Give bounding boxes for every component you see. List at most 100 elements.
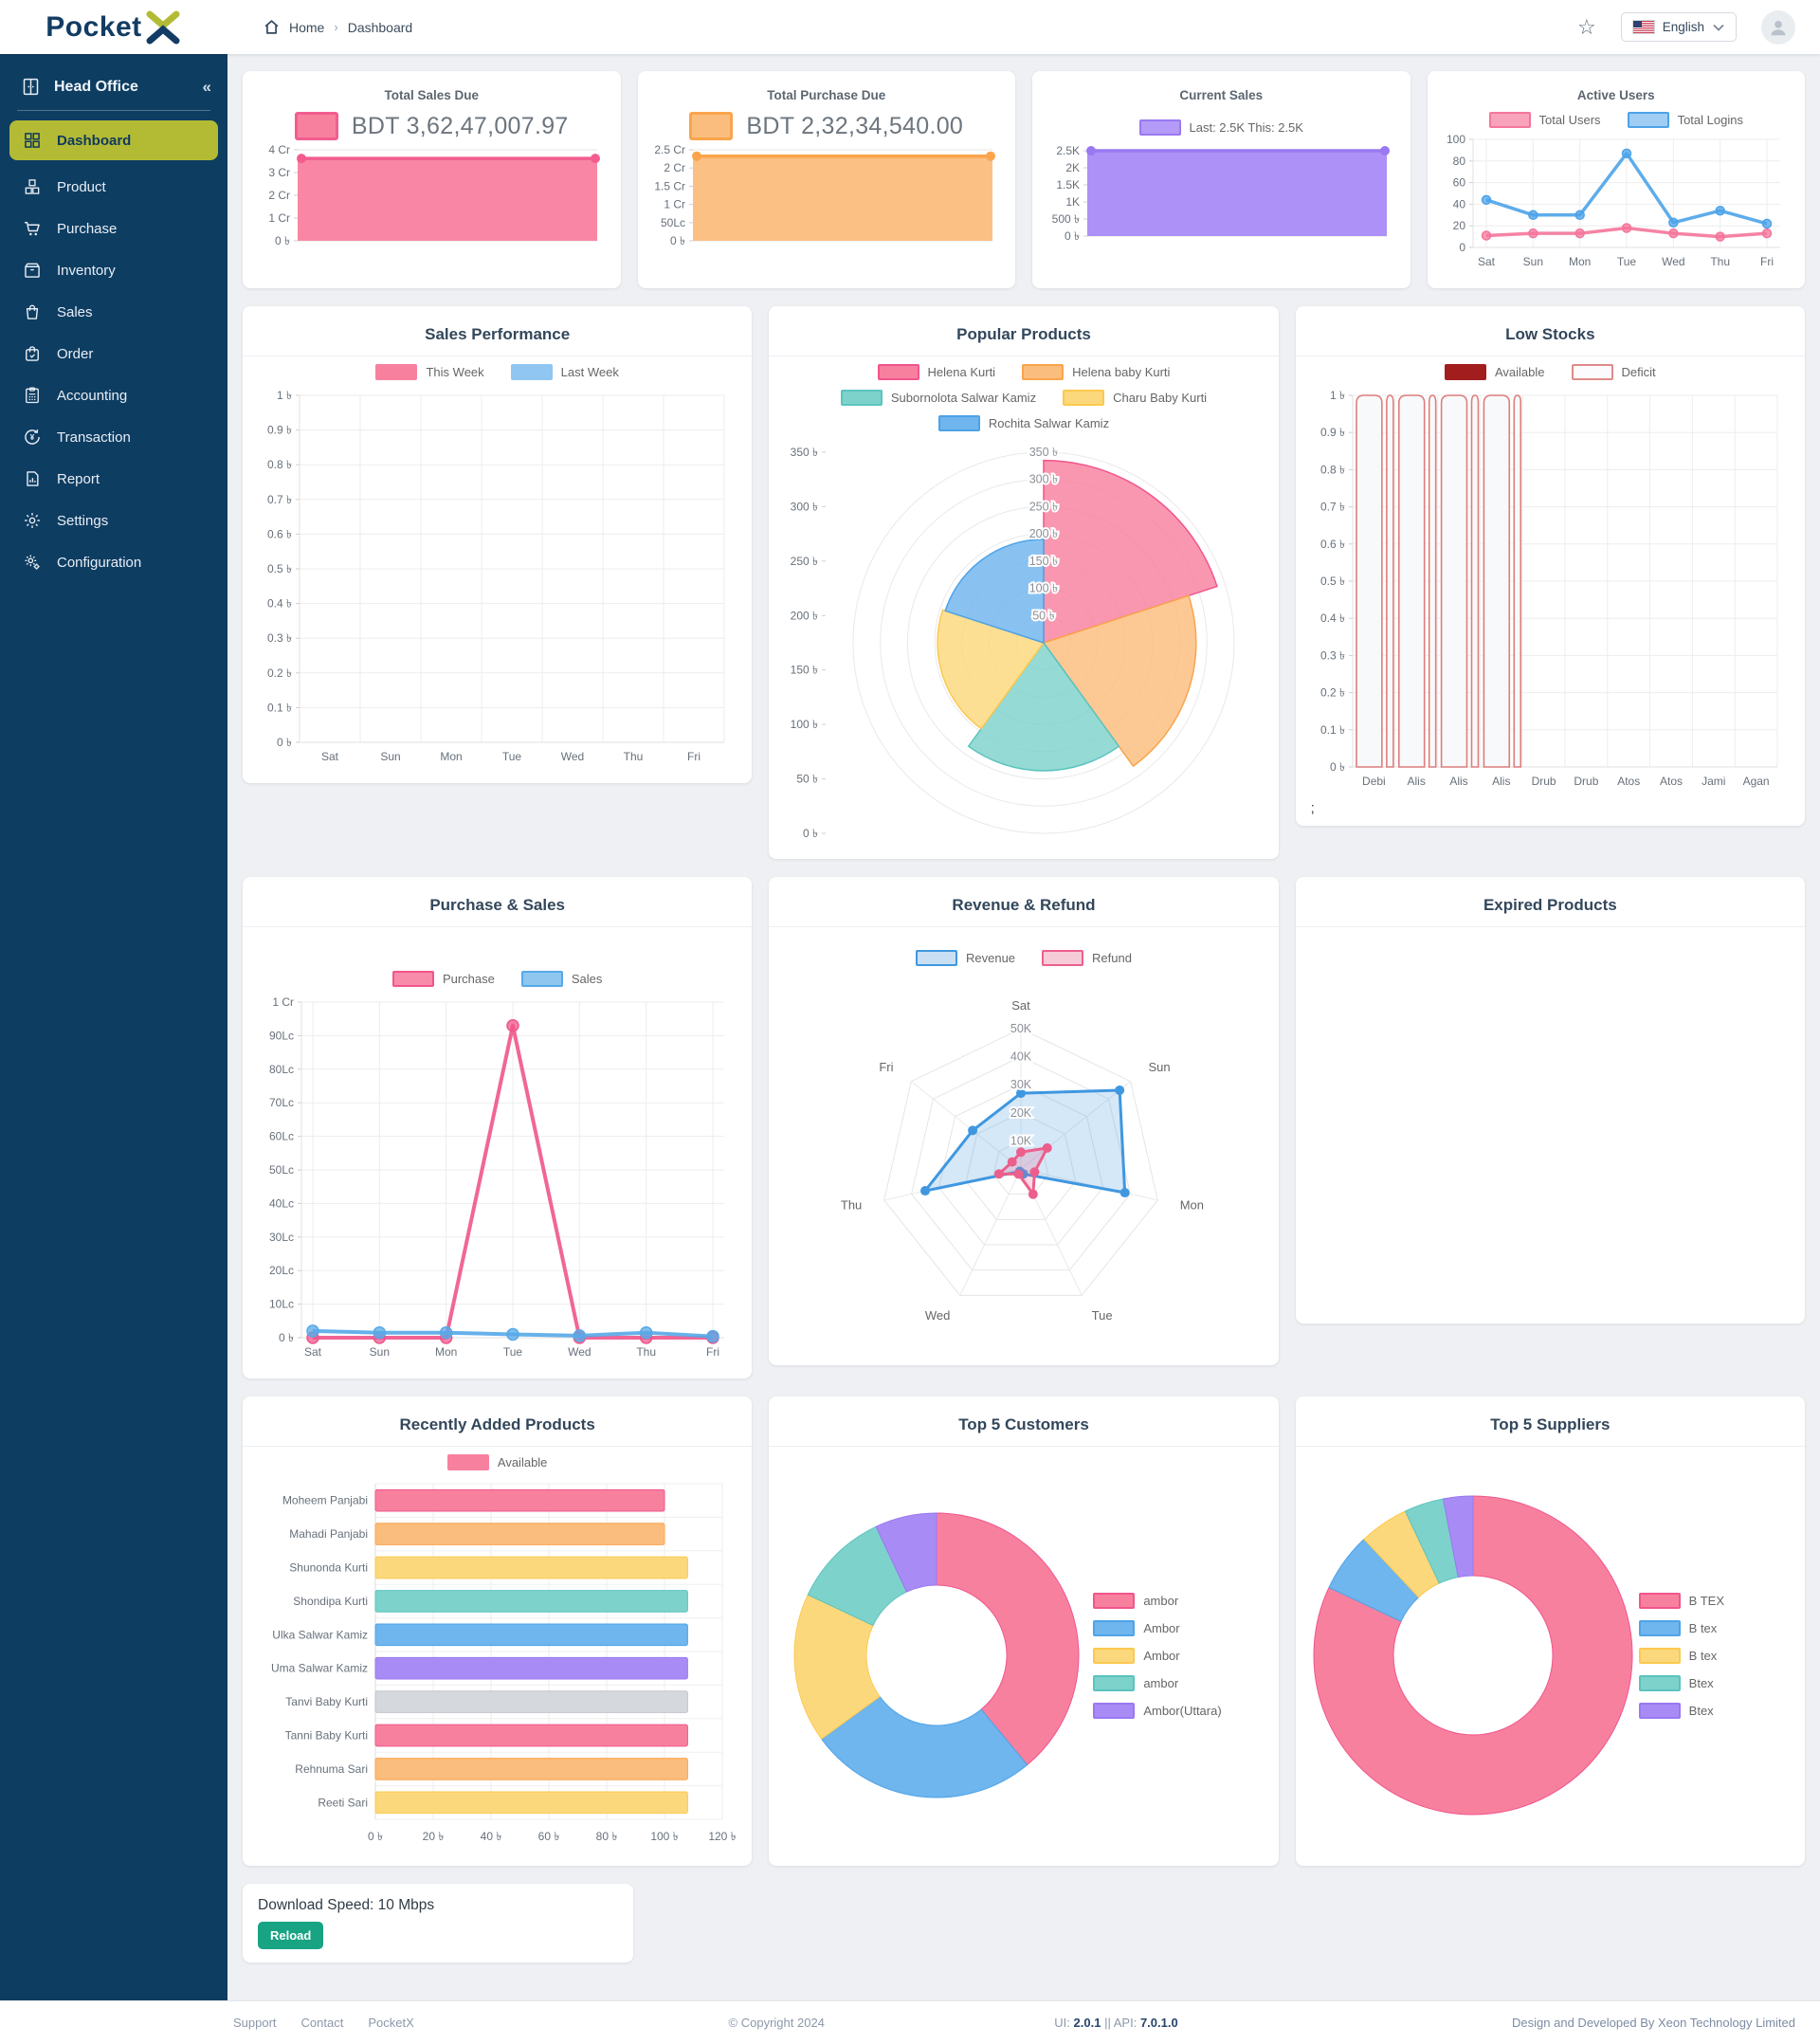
- legend-swatch: [1638, 1592, 1681, 1609]
- legend-item[interactable]: ambor: [1093, 1674, 1221, 1691]
- legend-item[interactable]: Total Users: [1488, 112, 1601, 128]
- brand-text: Pocket: [46, 10, 142, 43]
- svg-text:¥: ¥: [30, 433, 35, 442]
- sidebar-item-order[interactable]: Order: [0, 333, 228, 374]
- svg-text:100 ৳: 100 ৳: [650, 1830, 678, 1843]
- footer-link-pocketx[interactable]: PocketX: [368, 2016, 414, 2030]
- legend-item[interactable]: Total Logins: [1627, 112, 1743, 128]
- sidebar-item-report[interactable]: Report: [0, 458, 228, 500]
- sidebar-item-dashboard[interactable]: Dashboard: [9, 120, 218, 160]
- svg-text:0.5 ৳: 0.5 ৳: [267, 562, 292, 575]
- home-icon[interactable]: [264, 19, 280, 35]
- legend-item[interactable]: Sales: [520, 971, 602, 987]
- active-users-legend: Total Users Total Logins: [1439, 112, 1794, 128]
- card-total-sales-due: Total Sales Due BDT 3,62,47,007.97 4 Cr 3…: [243, 71, 621, 288]
- legend-item[interactable]: This Week: [375, 364, 484, 380]
- footer-link-support[interactable]: Support: [233, 2016, 277, 2030]
- legend-swatch: [1093, 1592, 1136, 1609]
- office-selector[interactable]: Head Office «: [0, 64, 228, 108]
- svg-text:350 ৳: 350 ৳: [791, 446, 818, 459]
- svg-text:80 ৳: 80 ৳: [596, 1830, 618, 1843]
- svg-text:Alis: Alis: [1407, 775, 1425, 788]
- legend-item[interactable]: Purchase: [391, 971, 495, 987]
- brand-logo[interactable]: Pocket: [0, 10, 228, 45]
- legend-item[interactable]: Available: [1444, 364, 1545, 380]
- legend-item[interactable]: Helena Kurti: [877, 364, 995, 380]
- sidebar-item-configuration[interactable]: Configuration: [0, 541, 228, 583]
- svg-text:Atos: Atos: [1660, 775, 1683, 788]
- legend-item[interactable]: Rochita Salwar Kamiz: [937, 415, 1109, 431]
- card-title: Recently Added Products: [399, 1415, 595, 1433]
- card-low-stocks: Low Stocks Available Deficit 1 ৳ 0.9 ৳ 0.8 …: [1295, 306, 1805, 826]
- user-avatar[interactable]: [1761, 9, 1795, 45]
- footer-link-contact[interactable]: Contact: [300, 2016, 344, 2030]
- legend-swatch: [877, 364, 919, 380]
- sidebar-item-label: Configuration: [57, 554, 142, 571]
- svg-text:Drub: Drub: [1531, 775, 1556, 788]
- legend-item[interactable]: Last: 2.5K This: 2.5K: [1138, 119, 1303, 136]
- breadcrumb-home[interactable]: Home: [289, 19, 325, 35]
- low-stocks-chart: 1 ৳ 0.9 ৳ 0.8 ৳ 0.7 ৳ 0.6 ৳ 0.5 ৳ 0.4 ৳ 0.3 ৳ 0.…: [1320, 389, 1778, 788]
- legend-item[interactable]: Ambor(Uttara): [1093, 1702, 1222, 1719]
- legend-item[interactable]: B tex: [1638, 1647, 1724, 1664]
- revenue-refund-legend: Revenue Refund: [780, 950, 1266, 966]
- legend-item[interactable]: Revenue: [916, 950, 1015, 966]
- ui-version: 2.0.1: [1073, 2016, 1101, 2030]
- card-expired-products: Expired Products: [1295, 877, 1805, 1323]
- legend-item[interactable]: Available: [446, 1454, 547, 1470]
- sidebar-item-settings[interactable]: Settings: [0, 500, 228, 541]
- person-icon: [1771, 20, 1786, 35]
- sidebar-item-label: Purchase: [57, 220, 118, 237]
- legend-swatch: [1638, 1702, 1681, 1719]
- legend-label: Total Users: [1538, 113, 1601, 127]
- sidebar-item-transaction[interactable]: ¥ Transaction: [0, 416, 228, 458]
- svg-text:20 ৳: 20 ৳: [423, 1830, 445, 1843]
- legend-item[interactable]: Helena baby Kurti: [1022, 364, 1170, 380]
- legend-item[interactable]: B TEX: [1638, 1592, 1724, 1609]
- card-purchase-sales: Purchase & Sales Purchase Sales 1 Cr 90Lc 8…: [243, 877, 753, 1378]
- office-label: Head Office: [54, 78, 138, 95]
- sidebar-item-product[interactable]: Product: [0, 166, 228, 208]
- legend-swatch: [1063, 390, 1105, 406]
- sidebar-divider: [17, 110, 210, 111]
- legend-item[interactable]: Refund: [1042, 950, 1132, 966]
- legend-label: Helena baby Kurti: [1072, 365, 1171, 379]
- sidebar-item-accounting[interactable]: Accounting: [0, 374, 228, 416]
- purchase-sales-legend: Purchase Sales: [254, 971, 740, 987]
- svg-text:100: 100: [1446, 133, 1465, 146]
- sidebar-item-sales[interactable]: Sales: [0, 291, 228, 333]
- svg-text:90Lc: 90Lc: [269, 1029, 294, 1042]
- legend-item[interactable]: ambor: [1093, 1592, 1221, 1609]
- breadcrumb: Home › Dashboard: [264, 19, 412, 35]
- sidebar-item-inventory[interactable]: Inventory: [0, 249, 228, 291]
- reload-button[interactable]: Reload: [258, 1922, 324, 1949]
- favorite-star-icon[interactable]: ☆: [1576, 14, 1596, 39]
- legend-item[interactable]: Last Week: [510, 364, 619, 380]
- svg-text:50Lc: 50Lc: [269, 1163, 294, 1177]
- legend-item[interactable]: Subornolota Salwar Kamiz: [840, 390, 1036, 406]
- svg-text:80: 80: [1452, 155, 1465, 168]
- language-selector[interactable]: English: [1620, 12, 1737, 42]
- svg-text:100 ৳: 100 ৳: [1029, 582, 1059, 595]
- collapse-icon[interactable]: «: [202, 77, 212, 96]
- legend-item[interactable]: Charu Baby Kurti: [1063, 390, 1207, 406]
- sidebar-item-label: Product: [57, 178, 106, 195]
- legend-item[interactable]: Deficit: [1571, 364, 1656, 380]
- legend-item[interactable]: B tex: [1638, 1619, 1724, 1636]
- legend-item[interactable]: Btex: [1638, 1702, 1724, 1719]
- legend-item[interactable]: Ambor: [1093, 1647, 1221, 1664]
- svg-text:Mahadi Panjabi: Mahadi Panjabi: [289, 1527, 368, 1541]
- sidebar-item-purchase[interactable]: Purchase: [0, 208, 228, 249]
- svg-text:Fri: Fri: [1760, 255, 1774, 268]
- legend-item[interactable]: Btex: [1638, 1674, 1724, 1691]
- svg-text:0 ৳: 0 ৳: [803, 827, 818, 840]
- legend-item[interactable]: Ambor: [1093, 1619, 1221, 1636]
- svg-text:300 ৳: 300 ৳: [1029, 473, 1059, 486]
- card-sales-performance: Sales Performance This Week Last Week 1 ৳…: [243, 306, 753, 783]
- svg-text:0 ৳: 0 ৳: [670, 234, 685, 247]
- svg-text:20Lc: 20Lc: [269, 1264, 294, 1277]
- legend-label: Total Logins: [1677, 113, 1743, 127]
- legend-swatch: [689, 112, 734, 140]
- svg-text:250 ৳: 250 ৳: [791, 555, 818, 568]
- legend-label: Available: [1494, 365, 1545, 379]
